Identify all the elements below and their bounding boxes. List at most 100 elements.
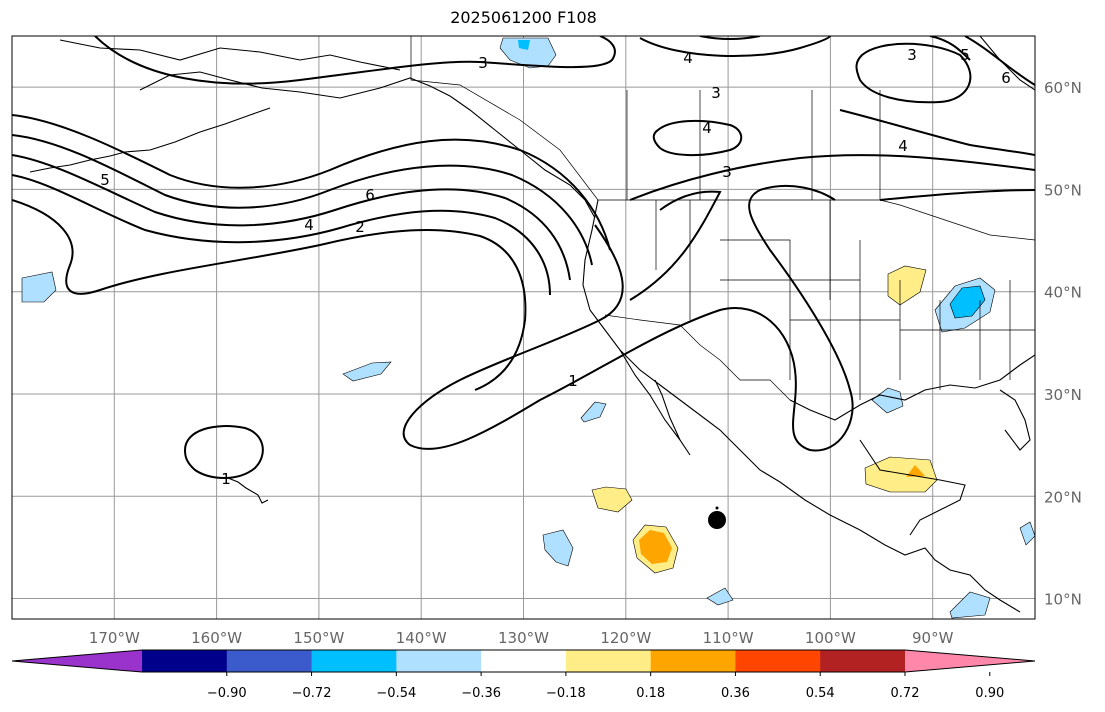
latitude-tick-label: 10°N	[1044, 591, 1082, 609]
fill-blue-east-pacific-sw	[542, 529, 574, 567]
contour-3-ne	[699, 36, 761, 40]
latitude-tick-label: 60°N	[1044, 79, 1082, 97]
contour-label: 4	[304, 216, 314, 234]
contour-label: 6	[365, 186, 375, 204]
fill-orange-gulf-core	[906, 465, 925, 477]
fill-yellow-central-us	[887, 265, 927, 306]
latitude-tick-labels: 60°N 50°N 40°N 30°N 20°N 10°N	[1044, 79, 1082, 608]
contour-label: 5	[100, 171, 110, 189]
contour-1-loop	[402, 184, 854, 452]
longitude-tick-labels: 170°W 160°W 150°W 140°W 130°W 120°W 110°W 100°W…	[89, 629, 954, 647]
colorbar-segment	[735, 650, 821, 672]
contour-ring-4	[652, 119, 743, 157]
state-lines-west	[655, 200, 900, 400]
coast-alaska-south	[139, 71, 596, 219]
colorbar-tick-label: 0.18	[636, 686, 665, 701]
colorbar-tick-label: −0.36	[461, 686, 501, 701]
colorbar-extend-low	[12, 650, 142, 672]
coast-yucatan	[859, 439, 966, 536]
colorbar-tick-label: 0.72	[891, 686, 920, 701]
storm-center-marker	[708, 511, 726, 529]
contour-label: 2	[355, 218, 365, 236]
border-us-mexico	[604, 314, 791, 401]
contour-label: 3	[711, 84, 721, 102]
longitude-tick-label: 130°W	[498, 629, 549, 647]
storm-center-tick	[715, 506, 719, 510]
contour-4-east	[839, 109, 1035, 156]
longitude-tick-label: 120°W	[600, 629, 651, 647]
fill-blue-central-pacific	[342, 361, 392, 382]
coast-hudson	[979, 36, 1035, 91]
fill-orange-pacific-core	[639, 530, 672, 564]
coast-florida	[999, 389, 1031, 451]
contour-5-ne	[929, 36, 971, 61]
colorbar-segment	[481, 650, 567, 672]
colorbar-segment	[820, 650, 906, 672]
colorbar-tick-label: 0.54	[806, 686, 835, 701]
contour-label: 3	[907, 46, 917, 64]
border-alaska-canada	[410, 36, 599, 201]
contour-label: 4	[683, 49, 693, 67]
contour-label: 3	[722, 163, 732, 181]
colorbar-outline	[11, 649, 1036, 673]
colorbar-tick-label: 0.36	[721, 686, 750, 701]
contour-6-ne	[964, 36, 1035, 86]
contour-1-hawaii	[183, 425, 264, 479]
colorbar-extend-high	[905, 650, 1035, 672]
colorbar-segment	[311, 650, 397, 672]
contour-jet-5	[12, 199, 527, 391]
map-title: 2025061200 F108	[450, 8, 597, 27]
shaded-anomaly-fills	[21, 37, 1035, 619]
longitude-tick-label: 140°W	[396, 629, 447, 647]
province-lines	[626, 90, 881, 200]
fill-yellow-pacific-north	[591, 486, 633, 513]
longitude-tick-label: 160°W	[191, 629, 242, 647]
fill-yellow-gulf	[864, 456, 938, 493]
contour-jet-2	[12, 134, 593, 266]
longitude-tick-label: 150°W	[293, 629, 344, 647]
longitude-tick-label: 100°W	[805, 629, 856, 647]
colorbar-tick-label: −0.54	[376, 686, 416, 701]
coast-west-us	[582, 199, 1021, 613]
colorbar-tick-label: −0.72	[292, 686, 332, 701]
fill-blue-east-edge	[1019, 521, 1035, 546]
colorbar-tick-label: −0.18	[546, 686, 586, 701]
contour-1-inner	[629, 190, 722, 301]
longitude-tick-label: 170°W	[89, 629, 140, 647]
contour-3-east	[629, 154, 1035, 201]
contour-label: 4	[702, 119, 712, 137]
contour-3-north	[94, 36, 616, 85]
contour-label: 3	[478, 54, 488, 72]
coast-aleutians	[29, 107, 271, 173]
contour-ring-5	[855, 42, 972, 104]
contour-label: 5	[960, 46, 970, 64]
contour-lines	[12, 36, 1035, 479]
coast-baja	[619, 349, 691, 456]
colorbar-segment	[650, 650, 736, 672]
contour-label: 1	[568, 372, 578, 390]
fill-blue-off-baja	[580, 401, 607, 423]
contour-jet-4	[12, 174, 551, 296]
latitude-tick-label: 50°N	[1044, 181, 1082, 199]
fill-blue-great-lakes-core	[949, 285, 986, 319]
contour-label: 6	[1001, 69, 1011, 87]
colorbar-segment	[396, 650, 482, 672]
longitude-tick-label: 90°W	[912, 629, 954, 647]
contour-jet-3	[12, 154, 571, 281]
contour-label: 1	[221, 470, 231, 488]
gridlines	[12, 36, 1035, 619]
colorbar-segment	[565, 650, 652, 672]
contour-label: 4	[898, 137, 908, 155]
map-frame	[11, 35, 1036, 620]
contour-label-group: 3 4 3 4 3 5 6 4 3 5 6 4 2 1 1	[100, 46, 1011, 488]
contour-jet-1	[12, 114, 611, 251]
latitude-tick-label: 20°N	[1044, 488, 1082, 506]
latitude-tick-label: 30°N	[1044, 386, 1082, 404]
coast-gulf-mexico	[789, 354, 1035, 421]
fill-blue-gulf-alaska	[499, 37, 557, 69]
colorbar-segment	[142, 650, 228, 672]
colorbar-tick-label: 0.90	[975, 686, 1004, 701]
colorbar-tick-label: −0.90	[207, 686, 247, 701]
colorbar-segment	[226, 650, 313, 672]
